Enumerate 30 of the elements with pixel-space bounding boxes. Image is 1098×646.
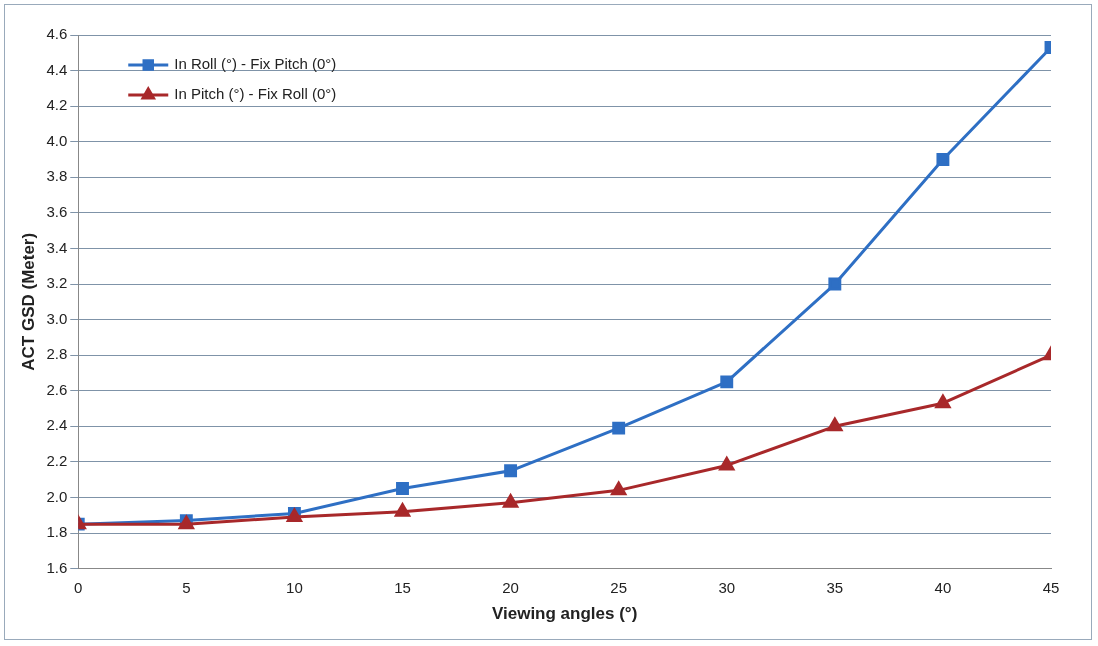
- x-tick-label: 5: [182, 578, 191, 596]
- y-tick-label: 4.6: [46, 25, 68, 43]
- y-tick-label: 2.0: [46, 487, 68, 505]
- x-tick-label: 20: [502, 578, 519, 596]
- y-tick-label: 3.4: [46, 238, 68, 256]
- y-tick-label: 1.6: [46, 558, 68, 576]
- y-tick-label: 3.6: [46, 203, 68, 221]
- x-axis-title: Viewing angles (°): [491, 604, 638, 624]
- y-tick-label: 4.4: [46, 60, 68, 78]
- y-tick-label: 3.8: [46, 167, 68, 185]
- x-tick-label: 10: [286, 578, 303, 596]
- y-tick-label: 4.0: [46, 131, 68, 149]
- y-tick-label: 2.2: [46, 452, 68, 470]
- y-tick-label: 3.0: [46, 309, 68, 327]
- legend-label: In Roll (°) - Fix Pitch (0°): [174, 55, 337, 73]
- y-tick-label: 1.8: [46, 523, 68, 541]
- x-tick-label: 15: [394, 578, 411, 596]
- y-tick-label: 4.2: [46, 96, 68, 114]
- y-tick-label: 2.4: [46, 416, 68, 434]
- y-tick-label: 3.2: [46, 274, 68, 292]
- y-axis-title: ACT GSD (Meter): [18, 232, 38, 371]
- x-tick-label: 30: [718, 578, 736, 596]
- legend-label: In Pitch (°) - Fix Roll (0°): [174, 85, 337, 103]
- x-tick-label: 0: [74, 578, 83, 596]
- y-tick-label: 2.6: [46, 380, 68, 398]
- x-tick-label: 35: [826, 578, 844, 596]
- x-tick-label: 40: [934, 578, 952, 596]
- y-tick-label: 2.8: [46, 345, 68, 363]
- x-tick-label: 45: [1042, 578, 1060, 596]
- x-tick-label: 25: [610, 578, 628, 596]
